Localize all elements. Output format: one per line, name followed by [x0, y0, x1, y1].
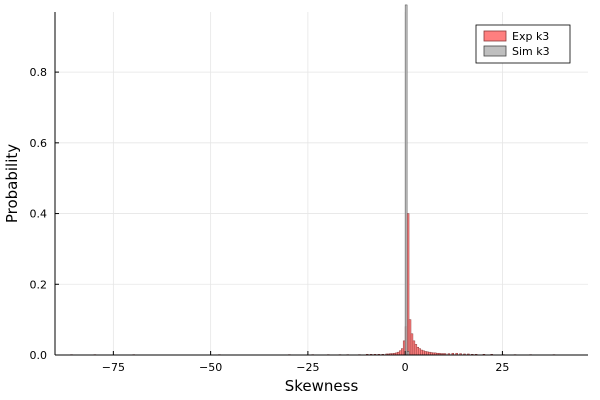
histogram-bar [412, 340, 416, 356]
x-tick-label: 0 [402, 361, 409, 374]
histogram-bar [418, 348, 421, 356]
y-tick-label: 0.2 [30, 278, 48, 291]
legend: Exp k3 Sim k3 [475, 24, 571, 64]
histogram-bar [414, 344, 418, 356]
y-tick-label: 0.0 [30, 349, 48, 362]
histogram-bar [404, 4, 408, 356]
histogram-bar [416, 346, 420, 356]
x-tick-label: −50 [199, 361, 222, 374]
histogram-bar [424, 351, 427, 356]
x-tick-label: 25 [495, 361, 509, 374]
y-tick-label: 0.6 [30, 137, 48, 150]
y-tick-label: 0.8 [30, 66, 48, 79]
histogram-bar [410, 333, 414, 356]
legend-swatch [483, 45, 507, 57]
axes [54, 12, 588, 356]
histogram-bar [422, 350, 425, 356]
tick-labels: −75 −50 −25 0 25 0.0 0.2 0.4 0.6 0.8 [30, 66, 510, 374]
histogram-bar [406, 213, 410, 356]
histogram-bar [401, 348, 404, 356]
histogram-bar [420, 349, 423, 356]
histogram-bar [406, 351, 410, 356]
y-tick-label: 0.4 [30, 208, 48, 221]
legend-label: Sim k3 [512, 45, 550, 58]
x-tick-label: −25 [296, 361, 319, 374]
x-tick-label: −75 [102, 361, 125, 374]
y-axis-title: Probability [3, 144, 21, 223]
histogram-bar [408, 319, 412, 356]
legend-swatch [483, 30, 507, 42]
x-axis-title: Skewness [285, 377, 359, 395]
histogram-bar [399, 350, 402, 356]
legend-label: Exp k3 [512, 30, 549, 43]
